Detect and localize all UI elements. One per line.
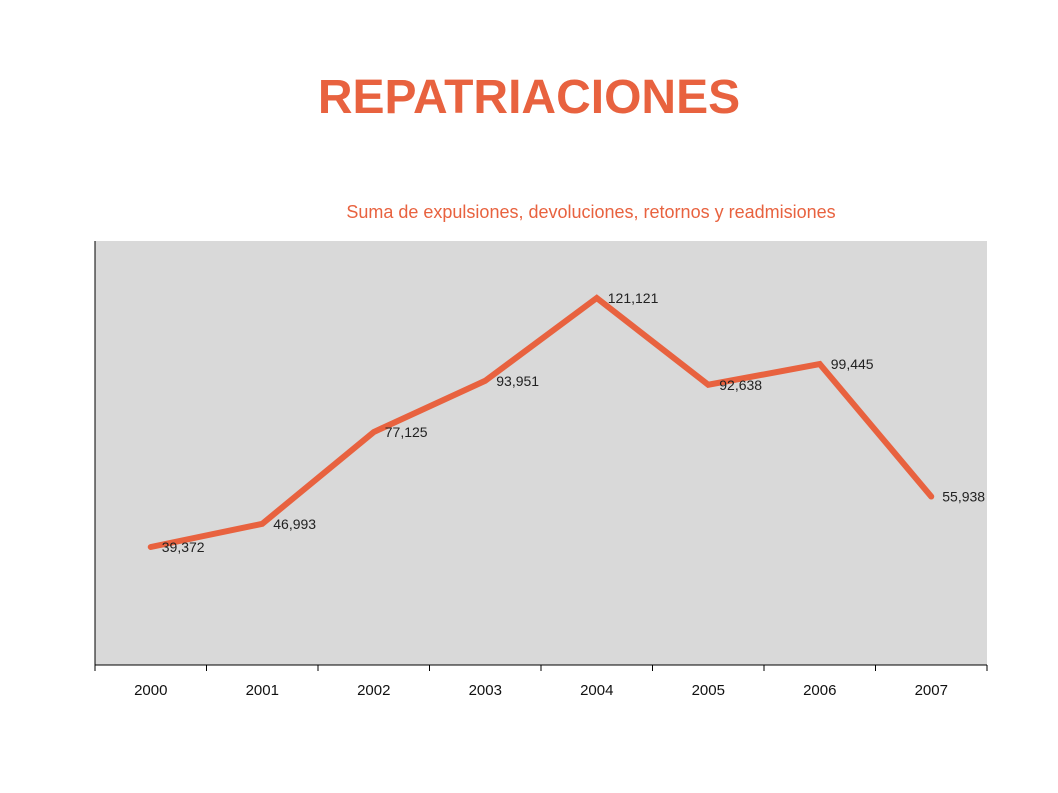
- x-tick-labels: 2000 2001 2002 2003 2004 2005 2006 2007: [134, 682, 948, 699]
- data-point-2002: [372, 431, 375, 434]
- chart-title: REPATRIACIONES: [317, 71, 741, 124]
- data-point-2005: [707, 383, 710, 386]
- data-point-2003: [484, 379, 487, 382]
- plot-area: [95, 241, 987, 665]
- data-label-2003: 93,951: [496, 373, 539, 389]
- data-point-2007: [930, 495, 933, 498]
- x-tick-label-2002: 2002: [357, 682, 390, 699]
- data-labels: 39,372 46,993 77,125 93,951 121,121 92,638 99,…: [162, 290, 986, 555]
- data-label-2005: 92,638: [719, 377, 762, 393]
- x-tick-label-2007: 2007: [915, 682, 948, 699]
- x-tick-label-2006: 2006: [803, 682, 836, 699]
- data-point-2001: [261, 522, 264, 525]
- data-label-2002: 77,125: [385, 424, 428, 440]
- data-label-2000: 39,372: [162, 539, 205, 555]
- x-tick-label-2005: 2005: [692, 682, 725, 699]
- data-label-2004: 121,121: [608, 290, 659, 306]
- x-tick-label-2001: 2001: [246, 682, 279, 699]
- data-point-2004: [595, 297, 598, 299]
- chart-subtitle: Suma de expulsiones, devoluciones, retor…: [346, 202, 836, 222]
- data-label-2006: 99,445: [831, 356, 874, 372]
- data-point-2000: [149, 546, 152, 548]
- axes: [94, 241, 988, 671]
- data-label-2007: 55,938: [942, 489, 985, 505]
- data-point-2006: [818, 363, 821, 366]
- series-group: [147, 294, 935, 550]
- x-tick-label-2004: 2004: [580, 682, 613, 699]
- data-label-2001: 46,993: [273, 516, 316, 532]
- x-tick-label-2000: 2000: [134, 682, 167, 699]
- series-line: [147, 294, 935, 550]
- x-tick-label-2003: 2003: [469, 682, 502, 699]
